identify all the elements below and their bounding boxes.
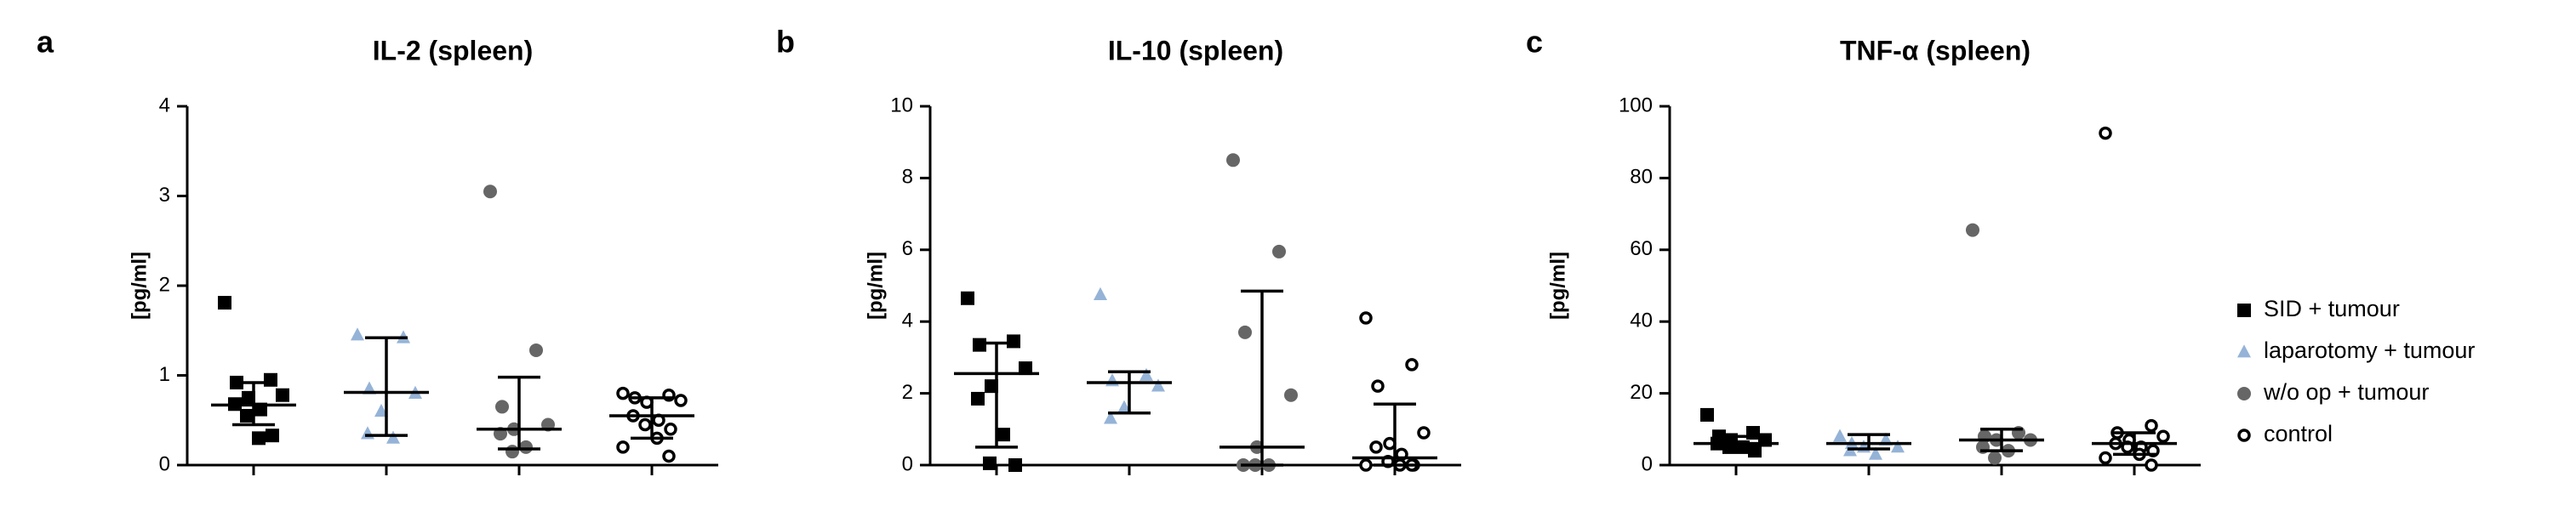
point <box>973 338 986 352</box>
point <box>2145 418 2158 433</box>
y-tick-label: 2 <box>159 273 170 296</box>
point <box>1105 373 1119 387</box>
point <box>1226 153 1240 167</box>
point <box>519 440 533 454</box>
point <box>1383 436 1397 451</box>
point <box>1007 334 1020 349</box>
panel-letter: b <box>776 25 795 60</box>
y-tick-label: 1 <box>159 363 170 386</box>
point <box>505 445 519 459</box>
legend-marker <box>2237 344 2251 358</box>
y-tick-label: 60 <box>1630 237 1653 260</box>
point <box>242 390 255 405</box>
point <box>1139 367 1153 381</box>
point <box>1369 440 1383 454</box>
point <box>616 440 630 454</box>
point <box>662 449 676 463</box>
point <box>483 185 497 199</box>
point <box>361 426 374 440</box>
y-axis-label: [pg/ml] <box>128 252 151 320</box>
point <box>276 388 289 402</box>
point <box>1869 446 1882 460</box>
point <box>1371 379 1385 393</box>
y-tick-label: 10 <box>890 94 913 116</box>
y-tick-label: 8 <box>902 166 913 189</box>
y-tick-label: 0 <box>159 452 170 475</box>
point <box>1359 311 1373 325</box>
y-tick-label: 80 <box>1630 166 1653 189</box>
point <box>2145 458 2158 472</box>
chart-title: TNF-α (spleen) <box>1840 35 2031 65</box>
point <box>638 417 652 432</box>
point <box>386 430 400 444</box>
legend-marker <box>2237 304 2251 317</box>
point <box>1094 287 1107 300</box>
point <box>616 386 630 400</box>
point <box>1700 407 1714 422</box>
legend-marker <box>2237 387 2251 400</box>
point <box>674 394 688 407</box>
panel-letter: a <box>37 25 54 60</box>
panel-letter: c <box>1526 25 1543 60</box>
y-tick-label: 20 <box>1630 381 1653 404</box>
y-tick-label: 4 <box>902 309 913 332</box>
point <box>1891 440 1905 453</box>
point <box>1966 223 1979 237</box>
point <box>266 429 279 443</box>
y-axis-label: [pg/ml] <box>1546 252 1569 320</box>
point <box>1019 361 1032 376</box>
point <box>1417 426 1431 440</box>
point <box>1833 429 1847 442</box>
point <box>1988 451 2002 465</box>
point <box>664 423 677 436</box>
point <box>1284 388 1298 402</box>
chart-title: IL-2 (spleen) <box>373 35 533 65</box>
y-tick-label: 0 <box>1642 452 1653 475</box>
point <box>1151 378 1165 392</box>
point <box>218 296 231 310</box>
point <box>997 428 1010 442</box>
point <box>252 431 266 446</box>
point <box>1405 358 1419 372</box>
point <box>971 391 985 406</box>
y-tick-label: 6 <box>902 237 913 260</box>
legend-marker <box>2237 429 2251 442</box>
y-tick-label: 4 <box>159 94 170 116</box>
point <box>983 456 997 470</box>
point <box>1008 458 1022 472</box>
legend-label: w/o op + tumour <box>2263 379 2429 405</box>
point <box>2099 126 2112 140</box>
point <box>240 408 254 423</box>
legend-label: control <box>2264 421 2333 446</box>
y-axis-label: [pg/ml] <box>864 252 887 320</box>
point <box>529 343 543 357</box>
y-tick-label: 100 <box>1619 94 1653 116</box>
point <box>495 400 509 414</box>
chart-title: IL-10 (spleen) <box>1108 35 1283 65</box>
legend-label: SID + tumour <box>2264 296 2400 321</box>
legend-label: laparotomy + tumour <box>2264 338 2475 363</box>
point <box>1238 325 1252 339</box>
point <box>961 291 974 305</box>
point <box>985 379 998 394</box>
y-tick-label: 0 <box>902 452 913 475</box>
y-tick-label: 2 <box>902 381 913 404</box>
point <box>264 372 277 387</box>
point <box>374 403 388 417</box>
y-tick-label: 40 <box>1630 309 1653 332</box>
point <box>1117 400 1131 413</box>
point <box>1272 244 1286 258</box>
point <box>2156 429 2170 443</box>
point <box>351 327 364 341</box>
point <box>1104 411 1117 424</box>
point <box>1359 458 1373 472</box>
point <box>2099 451 2112 465</box>
y-tick-label: 3 <box>159 184 170 207</box>
